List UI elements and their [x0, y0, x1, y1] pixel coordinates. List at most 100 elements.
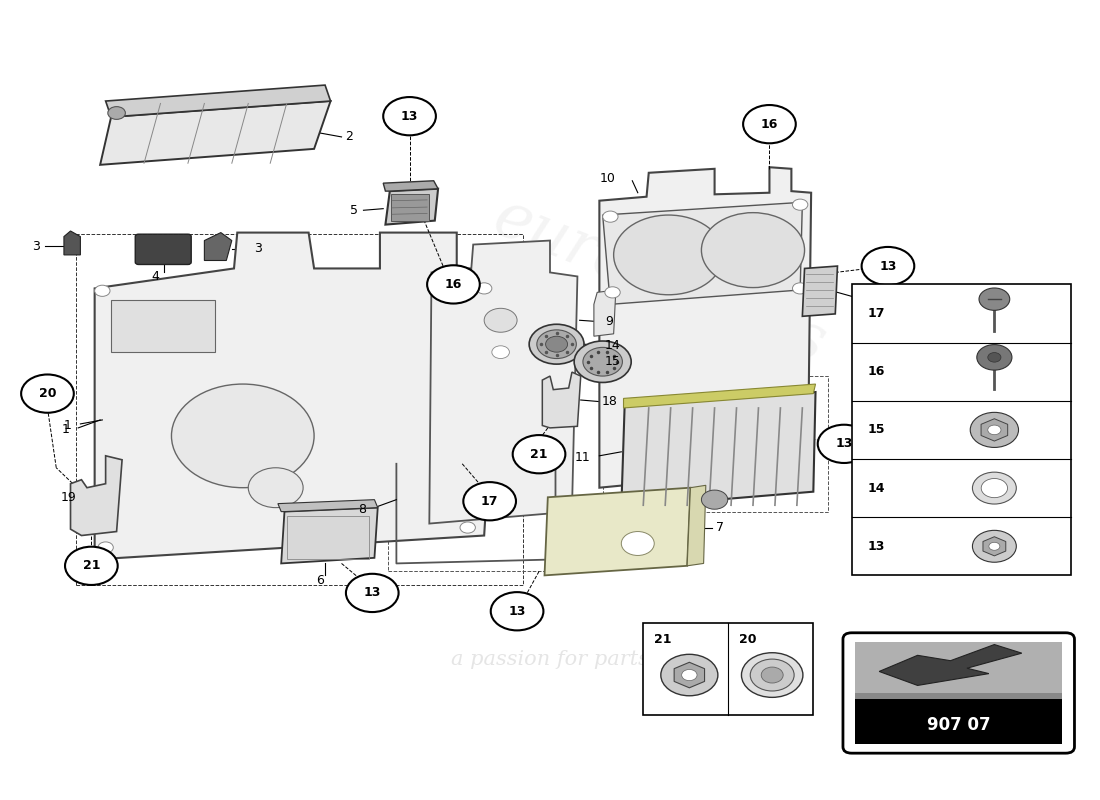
Text: 18: 18	[602, 395, 617, 408]
Polygon shape	[385, 189, 438, 225]
Circle shape	[249, 468, 304, 508]
Text: 21: 21	[654, 633, 672, 646]
Polygon shape	[879, 645, 1022, 686]
FancyBboxPatch shape	[644, 623, 813, 715]
Circle shape	[989, 542, 1000, 550]
Circle shape	[702, 213, 804, 287]
Text: 12: 12	[854, 290, 870, 303]
FancyBboxPatch shape	[135, 234, 191, 265]
Circle shape	[702, 490, 728, 510]
Text: 2: 2	[344, 130, 353, 143]
Text: 907 07: 907 07	[927, 716, 990, 734]
Circle shape	[574, 341, 631, 382]
Polygon shape	[542, 372, 581, 428]
Polygon shape	[981, 418, 1008, 441]
Circle shape	[98, 542, 113, 553]
FancyBboxPatch shape	[843, 633, 1075, 753]
Circle shape	[603, 211, 618, 222]
Text: 1: 1	[62, 423, 69, 436]
Circle shape	[546, 336, 568, 352]
Text: 13: 13	[400, 110, 418, 122]
Text: 20: 20	[739, 633, 757, 646]
Circle shape	[95, 286, 110, 296]
FancyBboxPatch shape	[390, 194, 429, 221]
Text: 17: 17	[867, 307, 884, 320]
Circle shape	[988, 425, 1001, 434]
Circle shape	[614, 215, 724, 294]
Circle shape	[682, 670, 697, 681]
Polygon shape	[95, 233, 500, 559]
Circle shape	[513, 435, 565, 474]
Text: 16: 16	[444, 278, 462, 291]
Text: 16: 16	[761, 118, 778, 130]
Polygon shape	[983, 537, 1005, 556]
Circle shape	[972, 530, 1016, 562]
Circle shape	[65, 546, 118, 585]
Polygon shape	[674, 662, 705, 688]
Text: 6: 6	[316, 574, 323, 586]
Circle shape	[108, 106, 125, 119]
Circle shape	[741, 653, 803, 698]
Text: 14: 14	[867, 482, 884, 494]
Circle shape	[761, 667, 783, 683]
Circle shape	[345, 574, 398, 612]
Text: 14: 14	[605, 339, 620, 352]
Circle shape	[427, 266, 480, 303]
Polygon shape	[624, 384, 815, 408]
Circle shape	[972, 472, 1016, 504]
Circle shape	[744, 105, 795, 143]
Text: 5: 5	[350, 204, 358, 217]
Circle shape	[463, 482, 516, 520]
Circle shape	[817, 425, 870, 463]
Text: 15: 15	[605, 355, 620, 368]
Circle shape	[491, 592, 543, 630]
Circle shape	[583, 347, 623, 376]
Circle shape	[605, 286, 620, 298]
Text: 7: 7	[716, 521, 724, 534]
Polygon shape	[802, 266, 837, 316]
Polygon shape	[621, 392, 815, 508]
Text: 3: 3	[32, 240, 40, 253]
Circle shape	[750, 659, 794, 691]
Polygon shape	[688, 486, 706, 566]
FancyBboxPatch shape	[851, 285, 1071, 575]
Circle shape	[537, 330, 576, 358]
Circle shape	[981, 478, 1008, 498]
Text: a passion for parts: a passion for parts	[451, 650, 649, 669]
Circle shape	[661, 654, 718, 696]
Circle shape	[460, 522, 475, 533]
Circle shape	[979, 288, 1010, 310]
Circle shape	[792, 199, 807, 210]
FancyBboxPatch shape	[855, 693, 1063, 699]
Circle shape	[861, 247, 914, 285]
Polygon shape	[106, 85, 331, 117]
Polygon shape	[383, 181, 438, 191]
Circle shape	[529, 324, 584, 364]
Text: 13: 13	[867, 540, 884, 553]
Text: 9: 9	[605, 315, 613, 328]
Text: eurospares: eurospares	[484, 186, 835, 375]
Text: 13: 13	[508, 605, 526, 618]
Text: 21: 21	[82, 559, 100, 572]
Circle shape	[621, 531, 654, 555]
Text: 16: 16	[867, 365, 884, 378]
Circle shape	[792, 283, 807, 294]
FancyBboxPatch shape	[855, 699, 1063, 744]
Text: 3: 3	[254, 242, 262, 255]
Circle shape	[492, 346, 509, 358]
Text: 4: 4	[151, 270, 158, 283]
Text: 19: 19	[60, 490, 76, 504]
Polygon shape	[100, 101, 331, 165]
Text: 11: 11	[575, 451, 591, 464]
Text: 10: 10	[600, 172, 616, 185]
Polygon shape	[429, 241, 578, 523]
Circle shape	[476, 283, 492, 294]
Text: 13: 13	[835, 438, 852, 450]
Text: 13: 13	[879, 259, 896, 273]
Circle shape	[172, 384, 315, 488]
Polygon shape	[64, 231, 80, 255]
Text: 13: 13	[364, 586, 381, 599]
Text: 17: 17	[481, 494, 498, 508]
Circle shape	[383, 97, 436, 135]
FancyBboxPatch shape	[855, 642, 1063, 699]
